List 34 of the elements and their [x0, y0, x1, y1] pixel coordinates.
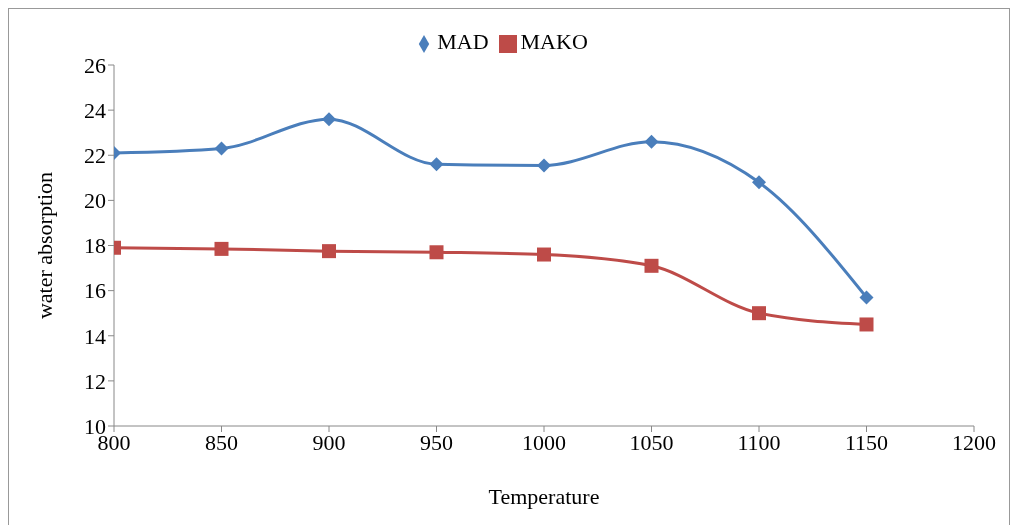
y-tick-label: 12: [84, 368, 106, 394]
y-tick-label: 14: [84, 323, 106, 349]
y-tick-label: 26: [84, 52, 106, 78]
y-tick-label: 22: [84, 143, 106, 169]
x-tick-label: 950: [420, 429, 453, 455]
point: [752, 306, 766, 321]
point: [322, 112, 336, 127]
x-tick-label: 1000: [522, 429, 566, 455]
y-tick-label: 16: [84, 278, 106, 304]
point: [859, 290, 874, 305]
legend-label: MAKO: [520, 29, 588, 54]
y-tick-label: 24: [84, 97, 106, 123]
point: [859, 317, 874, 332]
point: [644, 258, 659, 273]
point: [537, 158, 551, 173]
y-tick-label: 20: [84, 188, 106, 214]
y-axis-title: water absorption: [31, 171, 57, 320]
x-axis-title: Temperature: [488, 484, 600, 509]
x-tick-label: 1050: [629, 429, 674, 455]
point: [429, 245, 444, 260]
x-tick-label: 900: [312, 429, 346, 455]
point: [537, 247, 551, 262]
legend-label: MAD: [437, 29, 489, 54]
point: [322, 244, 336, 259]
x-tick-label: 1150: [844, 429, 889, 455]
point: [644, 134, 659, 149]
x-tick-label: 1100: [737, 429, 781, 455]
point: [214, 241, 229, 256]
x-tick-label: 1200: [952, 429, 996, 455]
point: [752, 175, 766, 190]
point: [429, 157, 444, 172]
x-tick-label: 850: [205, 429, 238, 455]
y-tick-label: 18: [84, 233, 106, 259]
point: [214, 141, 229, 156]
